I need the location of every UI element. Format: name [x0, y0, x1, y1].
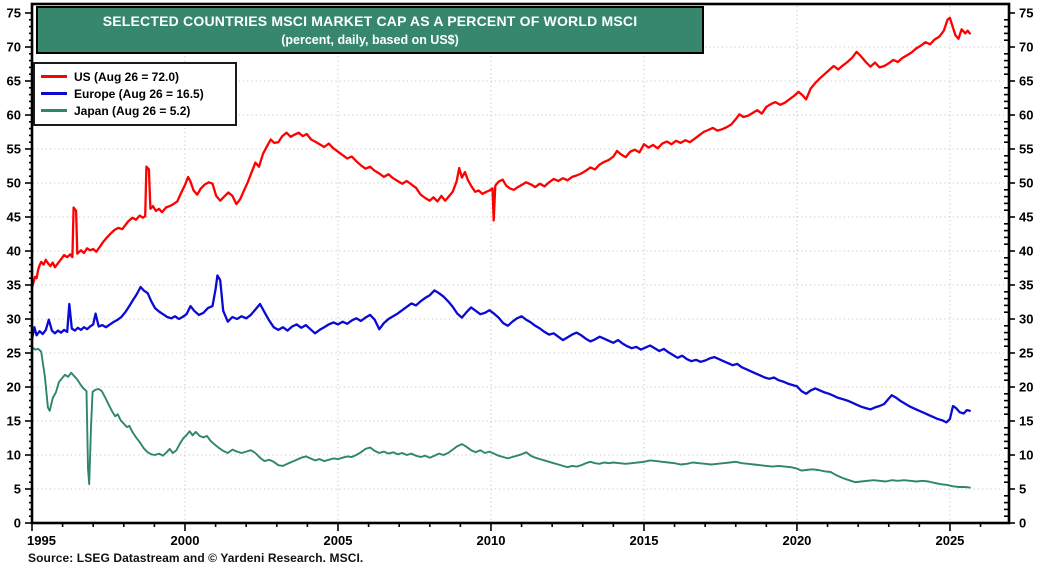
- y-axis-left-label: 30: [7, 312, 21, 327]
- y-axis-left-label: 5: [14, 482, 21, 497]
- y-axis-right-label: 35: [1019, 278, 1033, 293]
- legend-label-europe: Europe (Aug 26 = 16.5): [74, 86, 204, 101]
- y-axis-left-label: 50: [7, 176, 21, 191]
- x-axis-label: 2025: [935, 533, 964, 548]
- y-axis-left-label: 40: [7, 244, 21, 259]
- y-axis-right-label: 5: [1019, 482, 1026, 497]
- y-axis-left-label: 20: [7, 380, 21, 395]
- y-axis-right-label: 55: [1019, 142, 1033, 157]
- chart-subtitle: (percent, daily, based on US$): [281, 33, 459, 48]
- y-axis-left-label: 25: [7, 346, 21, 361]
- y-axis-left-label: 0: [14, 516, 21, 531]
- legend-item-japan: Japan (Aug 26 = 5.2): [39, 102, 229, 119]
- europe-line-swatch-icon: [41, 92, 67, 95]
- legend-item-us: US (Aug 26 = 72.0): [39, 68, 229, 85]
- y-axis-right-label: 20: [1019, 380, 1033, 395]
- y-axis-left-label: 65: [7, 74, 21, 89]
- chart-title-box: SELECTED COUNTRIES MSCI MARKET CAP AS A …: [36, 6, 704, 54]
- y-axis-right-label: 40: [1019, 244, 1033, 259]
- x-axis-label: 2015: [630, 533, 659, 548]
- y-axis-left-label: 45: [7, 210, 21, 225]
- plot-frame: [30, 2, 1011, 525]
- x-axis-label: 1995: [27, 533, 56, 548]
- legend: US (Aug 26 = 72.0) Europe (Aug 26 = 16.5…: [33, 62, 237, 126]
- europe-series-line: [30, 274, 971, 424]
- axis-ticks: [25, 12, 1015, 531]
- y-axis-right-label: 70: [1019, 40, 1033, 55]
- x-axis-label: 2000: [171, 533, 200, 548]
- y-axis-right-label: 25: [1019, 346, 1033, 361]
- legend-item-europe: Europe (Aug 26 = 16.5): [39, 85, 229, 102]
- legend-label-us: US (Aug 26 = 72.0): [74, 69, 180, 84]
- source-text: Source: LSEG Datastream and © Yardeni Re…: [28, 551, 364, 565]
- x-axis-label: 2010: [477, 533, 506, 548]
- us-line-swatch-icon: [41, 75, 67, 78]
- x-axis-label: 2020: [782, 533, 811, 548]
- y-axis-left-label: 35: [7, 278, 21, 293]
- x-axis-label: 2005: [324, 533, 353, 548]
- y-axis-right-label: 60: [1019, 108, 1033, 123]
- y-axis-left-label: 15: [7, 414, 21, 429]
- y-axis-left-label: 70: [7, 40, 21, 55]
- y-axis-right-label: 75: [1019, 6, 1033, 21]
- y-axis-right-label: 30: [1019, 312, 1033, 327]
- y-axis-left-label: 10: [7, 448, 21, 463]
- japan-series-line: [31, 345, 971, 489]
- us-series-line: [30, 16, 971, 289]
- y-axis-right-label: 65: [1019, 74, 1033, 89]
- legend-label-japan: Japan (Aug 26 = 5.2): [74, 103, 191, 118]
- y-axis-right-label: 50: [1019, 176, 1033, 191]
- y-axis-right-label: 45: [1019, 210, 1033, 225]
- y-axis-right-label: 0: [1019, 516, 1026, 531]
- y-axis-left-label: 60: [7, 108, 21, 123]
- y-axis-left-label: 55: [7, 142, 21, 157]
- y-axis-right-label: 15: [1019, 414, 1033, 429]
- japan-line-swatch-icon: [41, 109, 67, 112]
- y-axis-right-label: 10: [1019, 448, 1033, 463]
- y-axis-left-label: 75: [7, 6, 21, 21]
- chart-title: SELECTED COUNTRIES MSCI MARKET CAP AS A …: [102, 12, 638, 29]
